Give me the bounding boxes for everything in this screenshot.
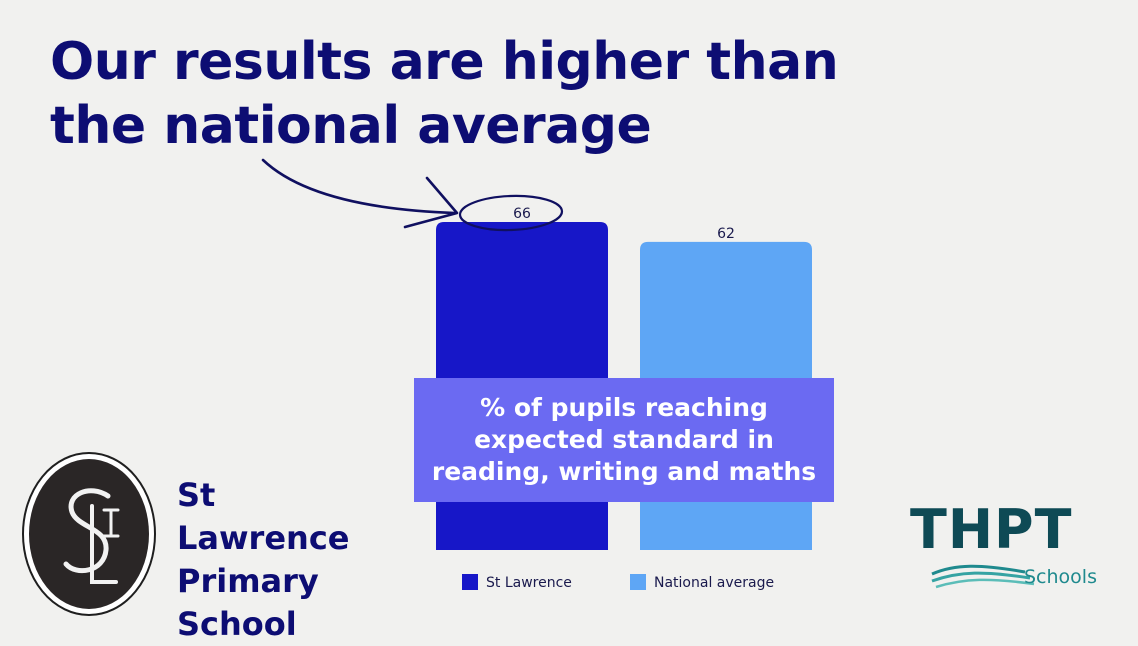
thpt-logo-word: THPT xyxy=(910,498,1073,561)
legend-swatch xyxy=(462,574,478,590)
thpt-schools-logo: THPT Schools xyxy=(910,500,1110,600)
legend-label: St Lawrence xyxy=(486,575,572,591)
annotation-circle xyxy=(458,194,564,232)
annotation-arrow xyxy=(261,158,457,215)
school-name-line: Primary xyxy=(177,562,319,600)
chart-caption: % of pupils reaching expected standard i… xyxy=(414,378,834,502)
legend: St Lawrence National average xyxy=(462,574,774,591)
data-label: 66 xyxy=(513,206,531,222)
legend-swatch xyxy=(630,574,646,590)
wave-icon xyxy=(931,564,1035,589)
school-seal-logo xyxy=(22,452,156,616)
thpt-logo-sub: Schools xyxy=(1024,566,1097,588)
annotation-arrowhead xyxy=(403,176,459,229)
school-name-line: School xyxy=(177,605,297,643)
legend-label: National average xyxy=(654,575,774,591)
data-label: 62 xyxy=(717,226,735,242)
value-labels-group: 66 62 xyxy=(513,206,735,242)
school-name: St Lawrence Primary School xyxy=(177,474,397,646)
headline: Our results are higher than the national… xyxy=(50,32,839,156)
school-name-line: St Lawrence xyxy=(177,476,350,557)
